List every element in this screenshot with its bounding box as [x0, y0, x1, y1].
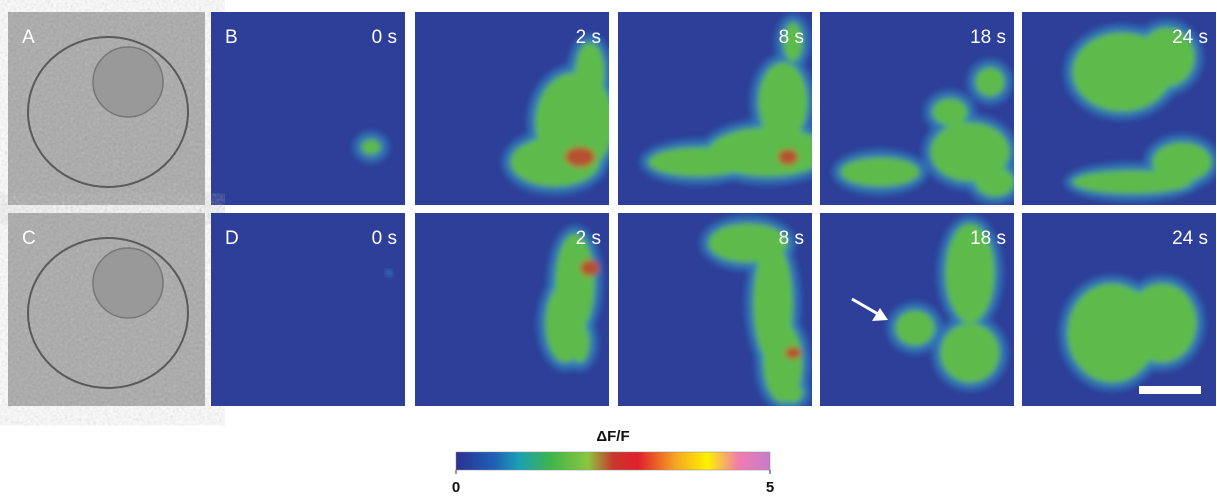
signal-blob	[895, 310, 935, 346]
time-label: 24 s	[1172, 228, 1208, 249]
time-label: 8 s	[779, 228, 804, 249]
figure: A B 0 s 2 s 8 s 18 s 24 s C D 0 s 2 s 8 s 18 s 24 s ΔF…	[0, 0, 1217, 498]
panel-label: C	[22, 228, 36, 249]
signal-blob	[783, 383, 803, 403]
signal-group	[386, 270, 392, 276]
signal-blob	[1152, 142, 1212, 182]
signal-blob	[975, 167, 1015, 197]
signal	[353, 131, 389, 163]
colorbar-label: ΔF/F	[596, 428, 629, 445]
nucleus-outline	[93, 47, 163, 117]
fluorescence-panel: 24 s	[1022, 12, 1217, 205]
page: {"rows": [ {"brightfield_label": "A", "s…	[0, 0, 1217, 498]
fluorescence-panel: B 0 s	[211, 12, 405, 205]
time-label: 18 s	[970, 228, 1006, 249]
signal-blob	[565, 147, 595, 167]
colorbar-tick-label: 5	[766, 479, 774, 496]
signal-blob	[840, 157, 920, 187]
time-label: 0 s	[372, 228, 397, 249]
fluorescence-panel: 24 s	[1022, 213, 1216, 406]
fluorescence-panel: 2 s	[415, 213, 609, 406]
colorbar-tick-label: 0	[452, 479, 460, 496]
signal-blob	[975, 67, 1005, 97]
time-label: 0 s	[372, 27, 397, 48]
fluorescence-panel: 18 s	[820, 213, 1014, 406]
scale-bar	[1139, 386, 1201, 394]
signal-blob	[580, 260, 600, 276]
fluorescence-panel: D 0 s	[211, 213, 405, 406]
signal-blob	[648, 147, 748, 177]
time-label: 8 s	[779, 27, 804, 48]
time-label: 18 s	[970, 27, 1006, 48]
signal	[386, 270, 392, 276]
signal-blob	[778, 149, 798, 165]
signal-blob	[785, 347, 801, 359]
signal-blob	[386, 270, 392, 276]
fluorescence-panel: 8 s	[618, 213, 812, 411]
signal-blob	[940, 323, 1000, 383]
signal-group	[353, 131, 389, 163]
panel-label: D	[225, 228, 239, 249]
signal-blob	[932, 98, 968, 126]
nucleus-outline	[93, 248, 163, 318]
signal-blob	[758, 62, 808, 142]
fluorescence-panel: 8 s	[618, 12, 836, 205]
signal-blob	[1127, 283, 1197, 363]
signal-blob	[570, 323, 590, 363]
fluorescence-panel: 18 s	[820, 12, 1023, 205]
panel-label: A	[22, 27, 35, 48]
panel-label: B	[225, 27, 238, 48]
time-label: 2 s	[576, 228, 601, 249]
brightfield-panel: C	[8, 213, 205, 406]
signal-blob	[361, 139, 381, 155]
fluorescence-panel: 2 s	[415, 12, 623, 205]
brightfield-panel: A	[8, 12, 205, 205]
time-label: 24 s	[1172, 27, 1208, 48]
signal-blob	[575, 42, 605, 102]
time-label: 2 s	[576, 27, 601, 48]
colorbar	[456, 452, 770, 470]
